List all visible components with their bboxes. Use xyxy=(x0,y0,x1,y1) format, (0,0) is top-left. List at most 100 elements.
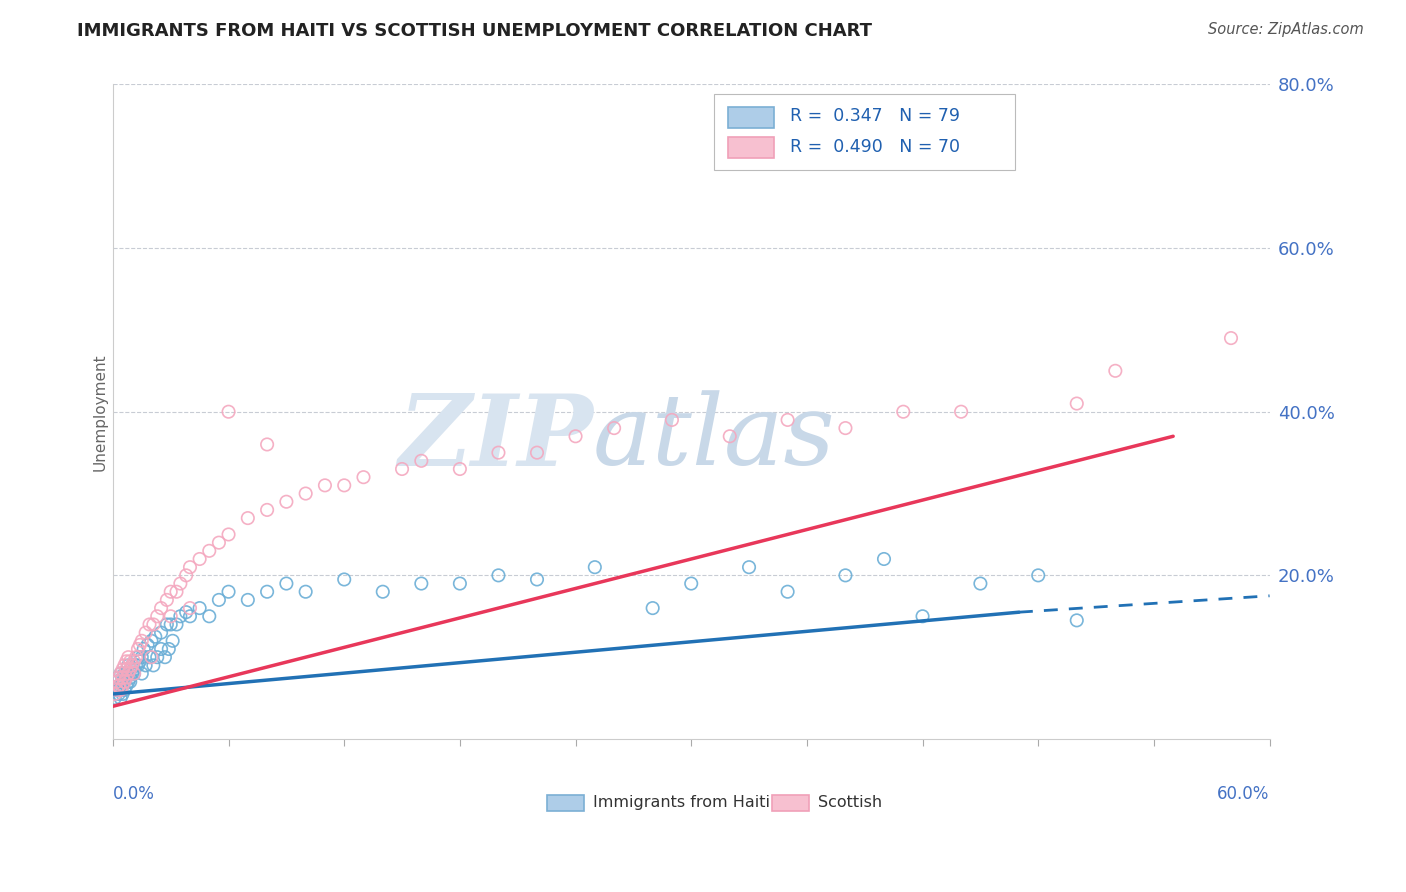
Point xyxy=(950,405,973,419)
Point xyxy=(218,405,240,419)
FancyBboxPatch shape xyxy=(547,795,583,811)
Point xyxy=(142,617,165,632)
Point xyxy=(236,593,259,607)
Point xyxy=(236,511,259,525)
Point xyxy=(873,552,896,566)
Point xyxy=(117,650,139,665)
Point xyxy=(603,421,626,435)
Point xyxy=(142,658,165,673)
Point xyxy=(150,601,173,615)
Point xyxy=(107,682,129,697)
Text: IMMIGRANTS FROM HAITI VS SCOTTISH UNEMPLOYMENT CORRELATION CHART: IMMIGRANTS FROM HAITI VS SCOTTISH UNEMPL… xyxy=(77,22,872,40)
Point xyxy=(411,576,433,591)
Point xyxy=(107,679,129,693)
Point xyxy=(256,503,278,517)
Text: atlas: atlas xyxy=(593,391,835,485)
Point xyxy=(121,658,143,673)
Point xyxy=(776,413,799,427)
Point xyxy=(110,666,132,681)
Point xyxy=(159,609,181,624)
Point xyxy=(969,576,991,591)
Point xyxy=(105,674,128,689)
Point xyxy=(122,666,145,681)
FancyBboxPatch shape xyxy=(728,107,775,128)
Point xyxy=(526,573,548,587)
Point xyxy=(449,576,471,591)
Point xyxy=(128,654,150,668)
Point xyxy=(1066,396,1088,410)
Point xyxy=(169,609,191,624)
Point xyxy=(120,663,142,677)
Point xyxy=(157,642,180,657)
Text: Immigrants from Haiti: Immigrants from Haiti xyxy=(593,795,770,810)
Point xyxy=(114,674,136,689)
Point xyxy=(115,671,138,685)
Point xyxy=(911,609,934,624)
Point xyxy=(115,679,138,693)
Point xyxy=(208,535,231,549)
Point xyxy=(125,658,148,673)
Point xyxy=(132,642,155,657)
Point xyxy=(107,679,129,693)
Point xyxy=(162,633,184,648)
Point xyxy=(738,560,761,574)
Point xyxy=(138,617,160,632)
Text: 60.0%: 60.0% xyxy=(1218,785,1270,803)
Point xyxy=(117,666,139,681)
Point xyxy=(156,593,179,607)
Point xyxy=(411,454,433,468)
Point xyxy=(115,666,138,681)
Point xyxy=(114,666,136,681)
Point xyxy=(122,666,145,681)
Point xyxy=(122,654,145,668)
Point xyxy=(188,601,211,615)
Point xyxy=(488,568,510,582)
Point xyxy=(333,573,356,587)
Point xyxy=(174,568,197,582)
Point xyxy=(583,560,606,574)
Point xyxy=(1104,364,1126,378)
Point xyxy=(198,609,221,624)
Point xyxy=(218,527,240,541)
Point xyxy=(122,663,145,677)
Point xyxy=(107,671,129,685)
Point xyxy=(449,462,471,476)
Point xyxy=(294,584,316,599)
Point xyxy=(111,663,134,677)
Text: R =  0.490   N = 70: R = 0.490 N = 70 xyxy=(790,137,959,155)
Point xyxy=(159,584,181,599)
Point xyxy=(138,650,160,665)
Point xyxy=(115,663,138,677)
Point xyxy=(1026,568,1049,582)
Point xyxy=(110,682,132,697)
Point xyxy=(107,679,129,693)
Point xyxy=(198,544,221,558)
Point xyxy=(641,601,664,615)
Point xyxy=(166,584,188,599)
Point xyxy=(834,568,856,582)
Point xyxy=(135,625,157,640)
Point xyxy=(169,576,191,591)
Point xyxy=(294,486,316,500)
Text: R =  0.347   N = 79: R = 0.347 N = 79 xyxy=(790,107,959,125)
Point xyxy=(114,674,136,689)
Point xyxy=(111,687,134,701)
Point xyxy=(135,658,157,673)
Point xyxy=(891,405,914,419)
Point xyxy=(120,671,142,685)
Point xyxy=(276,494,298,508)
Point xyxy=(314,478,336,492)
Point xyxy=(153,650,176,665)
Point xyxy=(127,650,149,665)
Point xyxy=(1220,331,1243,345)
Point xyxy=(114,658,136,673)
Point xyxy=(218,584,240,599)
Point xyxy=(110,682,132,697)
Point xyxy=(111,679,134,693)
Point xyxy=(141,650,163,665)
Point xyxy=(150,642,173,657)
Point xyxy=(661,413,683,427)
Point xyxy=(114,682,136,697)
Point xyxy=(776,584,799,599)
Point xyxy=(131,650,153,665)
